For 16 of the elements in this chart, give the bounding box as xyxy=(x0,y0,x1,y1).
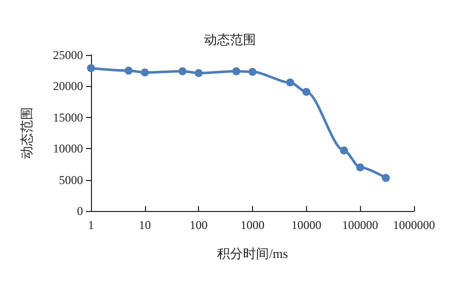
chart-title: 动态范围 xyxy=(204,32,256,47)
y-tick-label: 20000 xyxy=(53,79,83,94)
x-tick-label: 1000000 xyxy=(393,218,435,232)
x-tick-label: 10 xyxy=(138,218,151,232)
x-axis-title: 积分时间/ms xyxy=(217,246,288,261)
x-tick-label: 1 xyxy=(88,218,94,232)
y-axis-title: 动态范围 xyxy=(19,107,34,159)
y-tick-label: 5000 xyxy=(59,172,83,187)
x-tick-label: 10000 xyxy=(291,218,322,232)
y-tick-label: 0 xyxy=(77,204,83,218)
x-tick-label: 1000 xyxy=(240,218,264,232)
y-tick-label: 25000 xyxy=(53,48,83,62)
y-tick-label: 10000 xyxy=(53,142,83,156)
x-tick-label: 100000 xyxy=(342,218,378,232)
x-tick-label: 100 xyxy=(190,218,208,232)
y-tick-label: 15000 xyxy=(53,110,83,124)
